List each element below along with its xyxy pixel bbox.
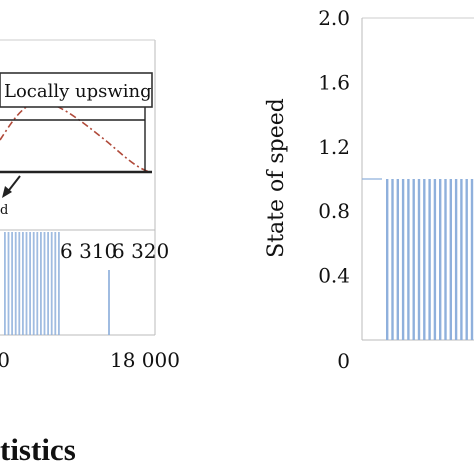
figure-caption: tistics <box>0 432 76 467</box>
left-panel: Locally upswing d 6 310 6 320 0 18 000 <box>0 39 180 372</box>
inset-tick-6320: 6 320 <box>112 239 169 263</box>
right-bar <box>401 179 405 340</box>
left-bar <box>108 270 110 335</box>
right-y-tick-3: 1.2 <box>318 135 350 159</box>
right-bar <box>454 179 458 340</box>
annotation-box <box>0 72 153 108</box>
right-y-axis-label: State of speed <box>264 98 289 258</box>
left-tick-0: 0 <box>0 348 10 372</box>
left-bar <box>11 232 13 335</box>
right-bar <box>465 179 468 340</box>
left-bar <box>14 232 17 335</box>
left-bar <box>36 232 39 335</box>
right-bar <box>449 179 452 340</box>
left-bar <box>50 232 53 335</box>
right-bar <box>386 179 389 340</box>
inset-small-label: d <box>0 203 8 218</box>
inset-arrow-head <box>2 186 12 198</box>
right-y-tick-2: 0.8 <box>318 199 350 223</box>
left-tick-18000: 18 000 <box>110 348 180 372</box>
right-bar <box>407 179 410 340</box>
left-bar <box>58 232 60 335</box>
inset-curve <box>0 101 151 173</box>
left-bar <box>54 232 57 335</box>
left-bar <box>7 232 10 335</box>
right-bar <box>444 179 447 340</box>
left-bar <box>18 232 21 335</box>
left-bar <box>22 232 24 335</box>
right-bar <box>391 179 394 340</box>
right-bar <box>423 179 426 340</box>
inset-tick-6310: 6 310 <box>60 239 117 263</box>
left-bar <box>47 232 49 335</box>
left-bar <box>4 232 6 335</box>
left-bar <box>25 232 28 335</box>
right-panel: 0 0.4 0.8 1.2 1.6 2.0 State of speed <box>264 6 474 373</box>
right-y-tick-0: 0 <box>337 349 350 373</box>
right-bar <box>439 179 442 340</box>
right-bar <box>460 179 463 340</box>
right-bar <box>412 179 415 340</box>
right-y-tick-4: 1.6 <box>318 70 350 94</box>
right-bar <box>428 179 431 340</box>
right-y-tick-1: 0.4 <box>318 264 350 288</box>
right-bar <box>417 179 421 340</box>
left-bar <box>29 232 31 335</box>
right-bar <box>396 179 399 340</box>
right-bars <box>362 178 474 340</box>
right-y-ticks: 0 0.4 0.8 1.2 1.6 2.0 <box>318 6 350 373</box>
left-bar <box>32 232 35 335</box>
left-bar <box>40 232 42 335</box>
right-bar <box>470 179 474 340</box>
right-y-tick-5: 2.0 <box>318 6 350 30</box>
right-bar <box>433 179 437 340</box>
left-bars <box>4 232 110 335</box>
annotation-text: Locally upswing <box>4 81 152 102</box>
left-bar <box>43 232 46 335</box>
